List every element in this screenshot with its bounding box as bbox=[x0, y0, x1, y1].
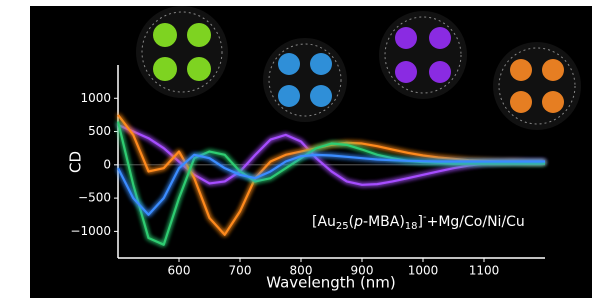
y-tick-label: 1000 bbox=[80, 91, 111, 105]
x-tick-label: 1000 bbox=[408, 264, 439, 278]
cluster-purple bbox=[379, 11, 467, 99]
annotation-part: p bbox=[353, 214, 363, 230]
annotation-part: 18 bbox=[405, 221, 418, 232]
cluster-orange bbox=[493, 42, 581, 130]
y-tick-label: −1000 bbox=[70, 224, 111, 238]
x-tick-label: 700 bbox=[229, 264, 252, 278]
x-tick-label: 600 bbox=[168, 264, 191, 278]
annotation-part: [Au bbox=[312, 214, 336, 230]
annotation-part: +Mg/Co/Ni/Cu bbox=[427, 214, 525, 230]
y-axis-label: CD bbox=[67, 151, 85, 173]
x-axis-label: Wavelength (nm) bbox=[266, 274, 396, 292]
annotation-part: -MBA) bbox=[363, 214, 405, 230]
chart: 10005000−500−100060070080090010001100 CD… bbox=[0, 0, 603, 301]
y-tick-label: 500 bbox=[88, 124, 111, 138]
y-tick-label: 0 bbox=[103, 157, 111, 171]
cluster-blue bbox=[263, 38, 347, 122]
annotation-part: 25 bbox=[336, 221, 349, 232]
x-tick-label: 1100 bbox=[469, 264, 500, 278]
y-tick-label: −500 bbox=[78, 191, 111, 205]
cluster-green bbox=[136, 6, 228, 98]
